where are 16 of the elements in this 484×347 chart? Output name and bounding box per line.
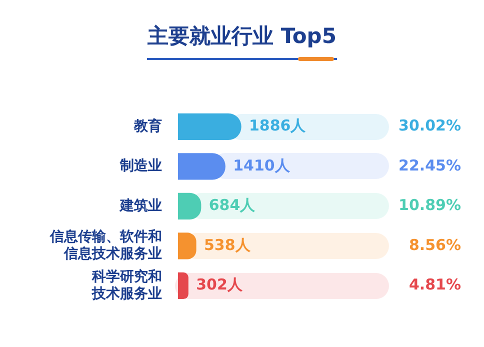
data-label: 684人 bbox=[208, 196, 256, 214]
y-tick-label: 教育 bbox=[133, 117, 162, 134]
data-label: 1886人 bbox=[248, 116, 307, 135]
data-label: 538人 bbox=[204, 236, 252, 254]
text: 22.45% bbox=[398, 156, 461, 174]
text: 8.56% bbox=[408, 236, 461, 254]
text: 30.02% bbox=[398, 116, 461, 135]
y-tick-label: 科学研究和技术服务业 bbox=[91, 268, 162, 302]
y-tick-label: 建筑业 bbox=[119, 198, 162, 214]
text: 4.81% bbox=[408, 276, 461, 294]
text: 10.89% bbox=[398, 196, 461, 214]
y-tick-label: 信息传输、软件和信息技术服务业 bbox=[49, 229, 162, 262]
chart-title: 主要就业行业 Top5 bbox=[146, 23, 338, 50]
data-label: 302人 bbox=[196, 276, 244, 294]
data-label: 1410人 bbox=[233, 156, 291, 174]
y-tick-label: 制造业 bbox=[119, 158, 162, 174]
